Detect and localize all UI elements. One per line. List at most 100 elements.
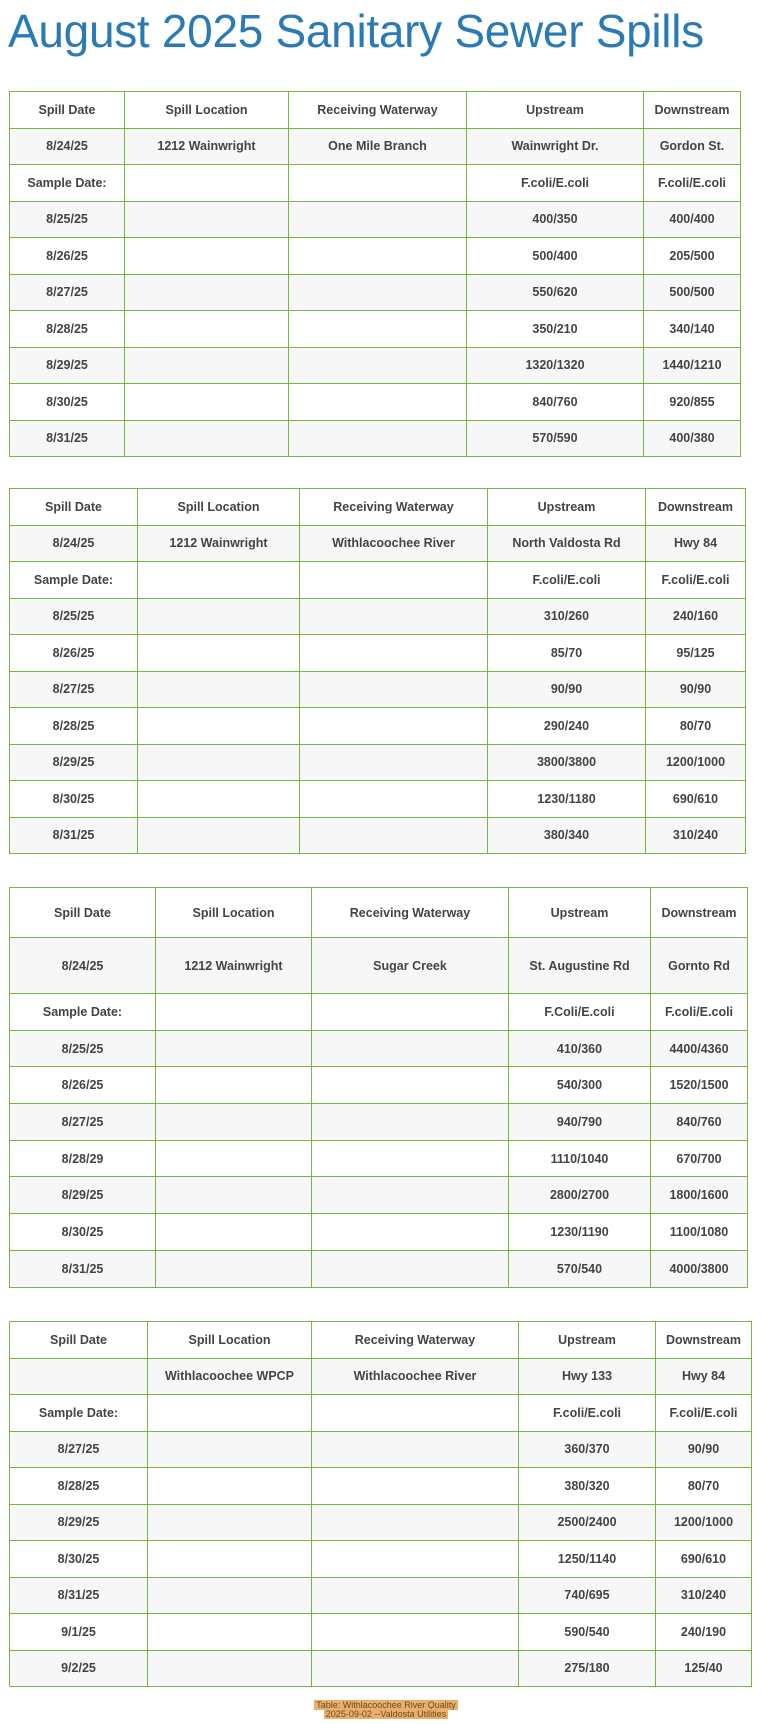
cell-date: 8/25/25 [9,1029,156,1068]
cell-location [155,1213,312,1251]
cell-upstream: 400/350 [466,200,644,238]
cell-location [137,597,300,635]
cell-waterway: Withlacoochee River [299,524,488,562]
cell-downstream: Gornto Rd [650,937,748,994]
cell-waterway [299,561,488,599]
cell-date: Sample Date: [9,993,156,1031]
cell-upstream: 380/320 [518,1467,656,1505]
cell-downstream: 400/400 [643,200,741,238]
cell-location [124,200,289,238]
spill-table-withlacoochee-river: Spill Date Spill Location Receiving Waterw… [9,488,746,854]
cell-waterway [288,346,467,384]
cell-location [124,237,289,275]
cell-date: 8/26/25 [9,237,125,275]
cell-upstream: 275/180 [518,1649,656,1687]
sample-row: 8/29/25 1320/1320 1440/1210 [9,346,741,384]
cell-downstream: 80/70 [645,707,746,745]
spill-info-row: 8/24/25 1212 Wainwright Withlacoochee Rive… [9,524,746,562]
cell-waterway [311,1467,519,1505]
cell-location [137,561,300,599]
cell-waterway [311,1430,519,1468]
cell-location [124,273,289,311]
spill-info-row: 8/24/25 1212 Wainwright Sugar Creek St. Aug… [9,937,748,994]
cell-location [155,1249,312,1288]
sample-row: 8/28/29 1110/1040 670/700 [9,1139,748,1178]
cell-downstream: Downstream [643,91,741,129]
cell-date: 8/26/25 [9,1066,156,1105]
cell-waterway [299,743,488,781]
sample-row: 8/29/25 2800/2700 1800/1600 [9,1176,748,1215]
cell-waterway [288,419,467,457]
cell-waterway: Sugar Creek [311,937,509,994]
cell-date: Spill Date [9,887,156,938]
table-caption: Table: Withlacoochee River Quality 2025-… [0,1700,772,1719]
cell-upstream: 3800/3800 [487,743,646,781]
cell-waterway [311,1613,519,1651]
cell-downstream: 500/500 [643,273,741,311]
cell-date: 8/25/25 [9,200,125,238]
cell-date: Spill Date [9,91,125,129]
cell-upstream: 1230/1180 [487,780,646,818]
cell-downstream: 690/610 [655,1540,752,1578]
cell-waterway [288,383,467,421]
cell-date [9,1357,148,1395]
cell-upstream: 840/760 [466,383,644,421]
cell-date: 8/27/25 [9,670,138,708]
cell-waterway [311,1540,519,1578]
cell-upstream: F.coli/E.coli [466,164,644,202]
cell-downstream: F.coli/E.coli [643,164,741,202]
cell-date: 8/28/29 [9,1139,156,1178]
cell-location: 1212 Wainwright [155,937,312,994]
cell-waterway: Withlacoochee River [311,1357,519,1395]
cell-upstream: 1230/1190 [508,1213,651,1251]
cell-waterway [311,1139,509,1178]
cell-waterway [311,1649,519,1687]
cell-upstream: 85/70 [487,634,646,672]
sample-row: 8/31/25 740/695 310/240 [9,1576,752,1614]
cell-upstream: 350/210 [466,310,644,348]
cell-downstream: 310/240 [655,1576,752,1614]
sample-row: 9/1/25 590/540 240/190 [9,1613,752,1651]
cell-location [137,707,300,745]
sample-row: 8/31/25 380/340 310/240 [9,816,746,854]
cell-upstream: North Valdosta Rd [487,524,646,562]
cell-date: 8/27/25 [9,1430,148,1468]
cell-date: 8/31/25 [9,419,125,457]
cell-downstream: Hwy 84 [655,1357,752,1395]
cell-date: 8/31/25 [9,816,138,854]
cell-upstream: Upstream [508,887,651,938]
spill-table-one-mile-branch: Spill Date Spill Location Receiving Waterw… [9,91,741,457]
cell-waterway [311,1103,509,1141]
cell-downstream: 240/190 [655,1613,752,1651]
cell-downstream: F.coli/E.coli [645,561,746,599]
cell-date: 8/27/25 [9,273,125,311]
sample-header-row: Sample Date: F.coli/E.coli F.coli/E.coli [9,561,746,599]
cell-date: 8/30/25 [9,383,125,421]
cell-waterway [311,1503,519,1541]
cell-downstream: 90/90 [645,670,746,708]
sample-row: 8/27/25 550/620 500/500 [9,273,741,311]
sample-row: 8/27/25 360/370 90/90 [9,1430,752,1468]
cell-upstream: 740/695 [518,1576,656,1614]
sample-header-row: Sample Date: F.Coli/E.coli F.coli/E.coli [9,993,748,1031]
cell-date: Spill Date [9,1321,148,1359]
header-row: Spill Date Spill Location Receiving Waterw… [9,887,748,938]
cell-upstream: F.coli/E.coli [487,561,646,599]
cell-date: Spill Date [9,488,138,526]
cell-location [124,164,289,202]
cell-date: 8/29/25 [9,743,138,781]
cell-waterway [299,597,488,635]
cell-upstream: 500/400 [466,237,644,275]
cell-upstream: F.Coli/E.coli [508,993,651,1031]
cell-downstream: Downstream [655,1321,752,1359]
sample-row: 8/30/25 1250/1140 690/610 [9,1540,752,1578]
cell-upstream: 940/790 [508,1103,651,1141]
cell-location [124,383,289,421]
cell-location: Spill Location [137,488,300,526]
cell-downstream: 1800/1600 [650,1176,748,1215]
sample-row: 8/28/25 290/240 80/70 [9,707,746,745]
cell-waterway [311,993,509,1031]
cell-waterway [311,1029,509,1068]
cell-location: Spill Location [147,1321,312,1359]
cell-location [147,1503,312,1541]
